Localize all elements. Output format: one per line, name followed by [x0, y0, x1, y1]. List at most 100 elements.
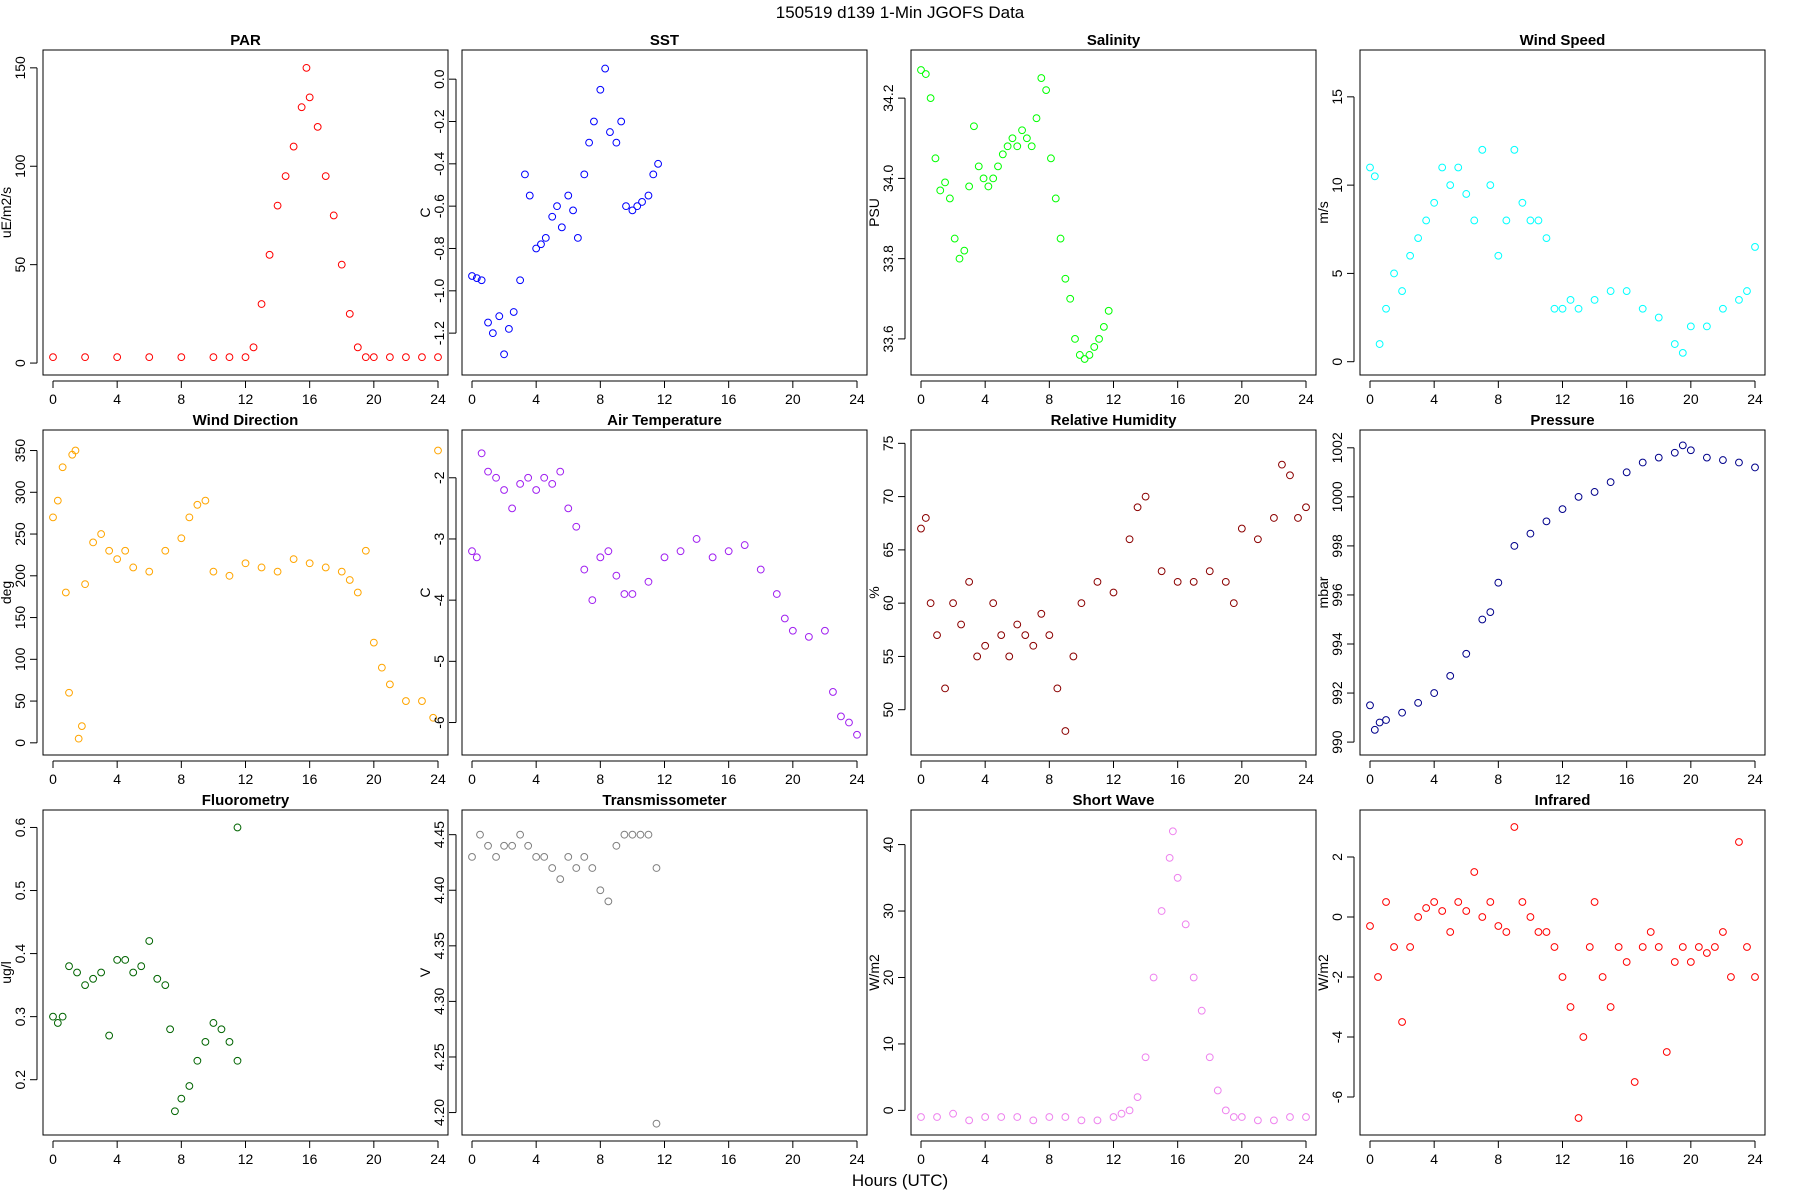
data-point — [89, 974, 98, 983]
data-point — [233, 823, 242, 832]
data-point — [193, 1056, 202, 1065]
data-point — [225, 571, 234, 580]
y-tick-label: 34.0 — [880, 165, 896, 192]
data-point — [580, 170, 589, 179]
x-tick-label: 8 — [596, 391, 604, 407]
data-point — [1542, 517, 1551, 526]
data-point — [1302, 503, 1310, 512]
y-axis: 990 992 994 996 998 1000 1002 mbar — [1315, 432, 1355, 754]
x-tick-label: 8 — [596, 771, 604, 787]
data-point — [590, 117, 598, 126]
x-tick-label: 4 — [1430, 1151, 1438, 1167]
data-point — [273, 201, 282, 210]
data-points — [49, 446, 442, 743]
chart-panel: Fluorometry 0 4 8 12 16 20 24 0.2 0.3 0.4 0.5 0.6 ug/… — [0, 792, 449, 1167]
data-point — [573, 233, 582, 242]
data-point — [484, 841, 492, 850]
data-point — [989, 174, 998, 183]
data-point — [1022, 134, 1031, 143]
y-tick-label: 1002 — [1329, 432, 1345, 463]
data-point — [1390, 943, 1398, 951]
x-tick-label: 8 — [1494, 391, 1502, 407]
x-axis: 0 4 8 12 16 20 24 — [468, 1140, 865, 1167]
data-points — [49, 63, 442, 362]
data-point — [804, 632, 813, 641]
data-point — [129, 563, 138, 572]
data-point — [1270, 514, 1278, 522]
data-point — [1221, 1106, 1230, 1115]
data-point — [161, 546, 170, 555]
y-tick-label: -5 — [431, 655, 447, 668]
x-tick-label: 24 — [849, 771, 865, 787]
x-tick-label: 8 — [177, 771, 185, 787]
data-point — [1189, 577, 1198, 586]
x-tick-label: 8 — [177, 391, 185, 407]
y-tick-label: 70 — [880, 489, 896, 505]
y-tick-label: 4.25 — [431, 1043, 447, 1070]
y-tick-label: 100 — [12, 154, 28, 178]
data-point — [77, 722, 86, 731]
data-point — [1446, 928, 1455, 936]
data-point — [1366, 701, 1374, 710]
y-tick-label: 992 — [1329, 681, 1345, 705]
y-tick-label: -4 — [1329, 1031, 1345, 1044]
x-tick-label: 8 — [1045, 771, 1053, 787]
data-point — [1486, 181, 1495, 190]
data-point — [1686, 322, 1695, 331]
data-point — [113, 955, 122, 964]
data-point — [1654, 943, 1663, 951]
y-tick-label: -0.8 — [431, 236, 447, 260]
data-point — [1013, 1113, 1022, 1121]
data-point — [1061, 727, 1070, 735]
x-tick-label: 12 — [1555, 771, 1571, 787]
data-point — [1534, 216, 1543, 225]
data-point — [564, 191, 573, 200]
data-point — [1702, 322, 1711, 331]
chart-title: Short Wave — [1073, 792, 1155, 809]
y-tick-label: 100 — [12, 647, 28, 671]
data-point — [145, 353, 154, 362]
data-point — [724, 547, 733, 556]
x-tick-label: 20 — [785, 1151, 801, 1167]
data-points — [917, 460, 1310, 735]
data-point — [973, 652, 982, 661]
data-point — [1662, 1048, 1671, 1056]
x-tick-label: 12 — [238, 771, 254, 787]
data-point — [500, 350, 508, 359]
y-axis: -6 -5 -4 -3 -2 C — [417, 471, 457, 729]
data-point — [289, 555, 298, 563]
chart-panel: Pressure 0 4 8 12 16 20 24 990 992 994 996 998 1000 10… — [1315, 412, 1766, 787]
data-points — [468, 64, 662, 359]
data-point — [488, 329, 497, 338]
data-point — [49, 1012, 57, 1021]
chart-panel: Air Temperature 0 4 8 12 16 20 24 -6 -5 -4 -3 -2 C — [417, 412, 868, 787]
data-point — [532, 853, 541, 861]
data-point — [468, 547, 476, 556]
y-tick-label: 4.35 — [431, 932, 447, 959]
y-tick-label: 0.2 — [12, 1070, 28, 1090]
data-point — [1534, 928, 1543, 936]
y-tick-label: 0.0 — [431, 69, 447, 89]
y-tick-label: 0 — [1329, 913, 1345, 921]
data-point — [644, 577, 653, 586]
data-point — [500, 841, 508, 850]
x-tick-label: 16 — [721, 391, 737, 407]
data-point — [1502, 216, 1511, 225]
data-point — [524, 473, 533, 482]
x-tick-label: 8 — [177, 1151, 185, 1167]
data-point — [596, 553, 605, 562]
data-point — [361, 353, 370, 362]
x-axis: 0 4 8 12 16 20 24 — [49, 380, 446, 407]
x-axis: 0 4 8 12 16 20 24 — [49, 1140, 446, 1167]
data-point — [532, 244, 541, 253]
x-tick-label: 12 — [1106, 1151, 1122, 1167]
x-tick-label: 4 — [113, 391, 121, 407]
data-point — [557, 223, 566, 232]
data-point — [1181, 920, 1190, 929]
data-point — [177, 353, 186, 362]
data-point — [273, 567, 282, 576]
chart-title: SST — [650, 32, 679, 49]
x-tick-label: 0 — [468, 391, 476, 407]
x-tick-label: 20 — [1683, 1151, 1699, 1167]
y-axis-label: m/s — [1315, 201, 1331, 224]
